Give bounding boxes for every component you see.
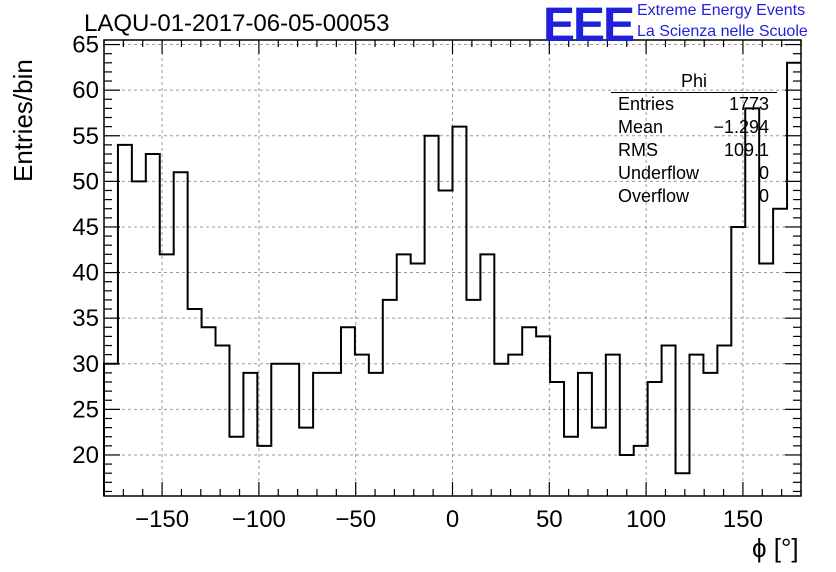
stats-value: 0: [758, 186, 769, 206]
stats-label: Underflow: [618, 163, 700, 183]
stats-value: 0: [758, 163, 769, 183]
y-tick-label: 45: [72, 214, 99, 241]
stats-box: Phi Entries 1773 Mean −1.294 RMS 109.1 Unde…: [611, 70, 777, 208]
chart-title: LAQU-01-2017-06-05-00053: [84, 10, 390, 37]
x-tick-label: 150: [723, 506, 763, 533]
x-tick-label: 0: [446, 506, 459, 533]
stats-row-entries: Entries 1773: [611, 93, 777, 116]
stats-box-title: Phi: [611, 70, 777, 93]
y-axis-label: Entries/bin: [8, 59, 38, 182]
eee-logo: EEE: [543, 0, 635, 52]
stats-label: RMS: [618, 140, 658, 160]
x-tick-label: 100: [626, 506, 666, 533]
stats-row-underflow: Underflow 0: [611, 162, 777, 185]
y-tick-label: 50: [72, 168, 99, 195]
stats-label: Overflow: [618, 186, 690, 206]
stats-row-rms: RMS 109.1: [611, 139, 777, 162]
stats-value: −1.294: [713, 117, 769, 137]
x-axis-label: ϕ [°]: [752, 533, 799, 563]
axis-tick-labels: −150 −100 −50 0 50 100 150 20 25 30 35 40 45 50 55 60 65: [72, 32, 763, 533]
x-tick-label: −100: [232, 506, 286, 533]
y-tick-label: 20: [72, 442, 99, 469]
stats-value: 1773: [728, 94, 769, 114]
stats-value: 109.1: [723, 140, 769, 160]
y-tick-label: 65: [72, 32, 99, 59]
y-tick-label: 55: [72, 123, 99, 150]
y-tick-label: 40: [72, 260, 99, 287]
x-tick-label: −150: [135, 506, 189, 533]
stats-label: Mean: [618, 117, 664, 137]
stats-row-mean: Mean −1.294: [611, 116, 777, 139]
stats-label: Entries: [618, 94, 675, 114]
x-tick-label: 50: [536, 506, 563, 533]
y-tick-label: 35: [72, 305, 99, 332]
y-tick-label: 30: [72, 351, 99, 378]
stats-row-overflow: Overflow 0: [611, 185, 777, 208]
axis-ticks: [103, 40, 802, 496]
logo-line-2: La Scienza nelle Scuole: [637, 23, 808, 40]
y-tick-label: 60: [72, 77, 99, 104]
y-tick-label: 25: [72, 396, 99, 423]
histogram-line: [103, 61, 801, 496]
logo-line-1: Extreme Energy Events: [637, 2, 806, 19]
x-tick-label: −50: [335, 506, 376, 533]
